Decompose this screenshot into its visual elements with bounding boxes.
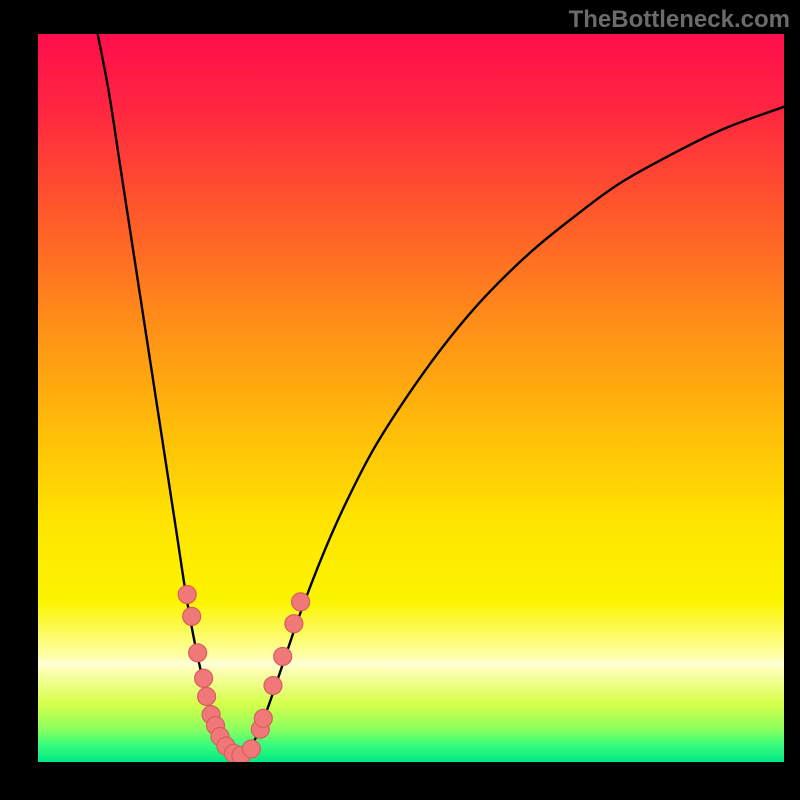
data-marker [254,709,272,727]
chart-frame: TheBottleneck.com [0,0,800,800]
data-marker [183,607,201,625]
plot-background [38,34,784,762]
data-marker [178,586,196,604]
data-marker [195,669,213,687]
plot-svg [38,34,784,762]
watermark-text: TheBottleneck.com [569,6,790,34]
data-marker [189,644,207,662]
data-marker [274,647,292,665]
data-marker [242,740,260,758]
data-marker [264,677,282,695]
data-marker [198,687,216,705]
data-marker [292,593,310,611]
plot-area [38,34,784,762]
data-marker [285,615,303,633]
